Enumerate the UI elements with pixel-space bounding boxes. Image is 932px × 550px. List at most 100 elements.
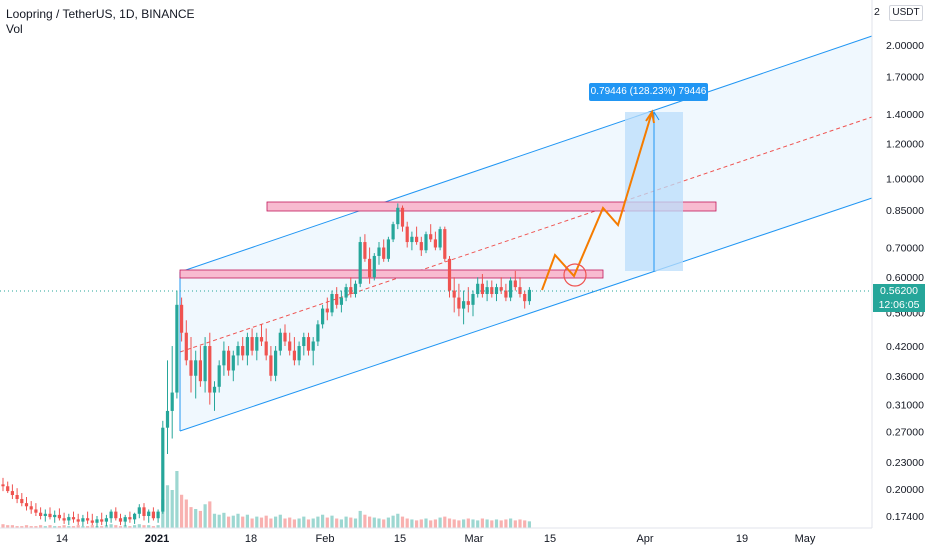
candle-body	[165, 410, 170, 428]
candle-body	[217, 365, 221, 387]
price-tick: 0.85000	[886, 205, 924, 217]
volume-bar	[311, 518, 315, 528]
candle-body	[424, 234, 428, 251]
volume-bar	[34, 526, 38, 528]
candle-body	[137, 507, 141, 514]
volume-bar	[194, 509, 198, 528]
candle-body	[245, 337, 249, 356]
candle	[151, 507, 155, 521]
candle	[443, 226, 447, 262]
projection-path	[541, 111, 653, 291]
candle	[189, 337, 193, 393]
volume-bar	[518, 519, 522, 528]
candle-body	[123, 517, 127, 522]
candle-body	[81, 518, 85, 522]
volume-bar	[156, 525, 160, 528]
volume-bar	[278, 514, 282, 528]
candle-body	[109, 511, 113, 519]
candle-body	[377, 247, 381, 256]
support-zone-lower	[179, 269, 604, 279]
resistance-zones	[179, 201, 717, 279]
volume-bar	[24, 525, 29, 528]
time-tick: Apr	[636, 533, 653, 545]
candle	[485, 280, 489, 302]
candle	[128, 511, 132, 523]
candle	[462, 290, 466, 325]
candle	[419, 236, 423, 256]
candle	[480, 274, 484, 298]
currency-button[interactable]: USDT	[889, 5, 923, 21]
price-tick: 0.42000	[886, 341, 924, 353]
volume-bar	[382, 519, 386, 528]
time-tick: 19	[736, 533, 748, 545]
volume-bar	[462, 519, 466, 528]
volume-bar	[471, 519, 475, 528]
candle-body	[62, 518, 66, 521]
candle-body	[438, 229, 442, 248]
candle-body	[316, 324, 320, 342]
candle-body	[396, 207, 400, 225]
volume-bar	[71, 526, 76, 528]
volume-bar	[62, 525, 66, 528]
candle-body	[43, 513, 47, 516]
volume-bar	[259, 517, 264, 528]
candle-body	[250, 337, 254, 351]
candle-body	[231, 355, 235, 371]
candle	[523, 290, 527, 309]
candle-body	[410, 236, 414, 243]
volume-bar	[513, 520, 517, 528]
candle	[20, 493, 24, 507]
candle-body	[274, 350, 278, 376]
candle-body	[321, 308, 325, 325]
candle-body	[490, 287, 494, 295]
candle	[118, 513, 123, 526]
candle	[447, 255, 452, 298]
candle	[339, 290, 343, 313]
current-price-value: 0.56200	[880, 285, 918, 297]
candle	[236, 341, 240, 366]
candle-body	[48, 513, 52, 518]
candle	[302, 332, 306, 356]
candle-body	[400, 207, 405, 227]
volume-bar	[466, 518, 470, 528]
candle	[325, 297, 329, 321]
resistance-zone-upper	[266, 201, 717, 212]
volume-bar	[391, 515, 395, 528]
volume-bar	[175, 471, 179, 528]
time-tick: 15	[394, 533, 406, 545]
volume-bar	[189, 507, 193, 528]
candle-body	[457, 297, 461, 309]
candle-body	[175, 304, 179, 393]
candle-body	[349, 287, 353, 295]
candle-body	[20, 499, 24, 504]
volume-bar	[57, 526, 61, 528]
candle-body	[415, 236, 419, 243]
candle	[429, 224, 433, 243]
candle-body	[330, 294, 334, 313]
candle	[95, 516, 99, 528]
volume-bar	[499, 520, 503, 528]
candle	[194, 350, 198, 399]
candle	[358, 236, 362, 288]
volume-label: Vol	[6, 22, 23, 36]
candle	[476, 277, 480, 298]
price-tick: 0.20000	[886, 484, 924, 496]
candle-body	[34, 509, 38, 513]
candle-body	[156, 511, 160, 519]
volume-bar	[222, 512, 226, 528]
candle	[137, 504, 141, 519]
candle-body	[142, 507, 146, 516]
candle	[415, 226, 419, 245]
candle	[198, 346, 202, 387]
candle	[203, 337, 207, 393]
current-price-tag: 0.56200 12:06:05	[873, 284, 925, 312]
candle	[391, 221, 395, 243]
candle	[344, 283, 348, 302]
volume-bar	[212, 513, 217, 528]
candle-body	[100, 519, 104, 522]
candle-body	[443, 229, 447, 259]
candle	[386, 236, 390, 262]
volume-bar	[490, 520, 494, 528]
price-tick: 1.40000	[886, 109, 924, 121]
